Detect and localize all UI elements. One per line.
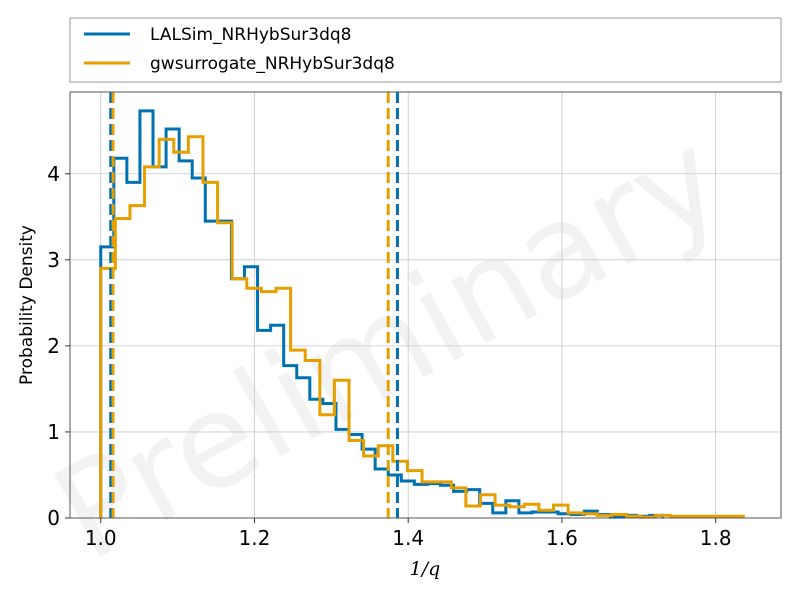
- y-tick-label: 2: [47, 334, 60, 358]
- x-tick-label: 1.2: [239, 526, 271, 550]
- x-axis-ticks: 1.0 1.2 1.4 1.6 1.8: [85, 518, 732, 550]
- series-layer: [99, 109, 745, 519]
- histogram-series-1: [99, 109, 665, 519]
- legend-label: gwsurrogate_NRHybSur3dq8: [150, 54, 395, 74]
- legend-box: [69, 17, 782, 83]
- x-tick-label: 1.0: [85, 526, 117, 550]
- x-axis-label: 1/q: [410, 558, 441, 580]
- y-axis-ticks: 0 1 2 3 4: [47, 162, 70, 530]
- y-axis-label: Probability Density: [17, 225, 37, 385]
- y-tick-label: 4: [47, 162, 60, 186]
- plot-frame: [69, 91, 782, 519]
- x-tick-label: 1.4: [392, 526, 424, 550]
- y-tick-label: 0: [47, 506, 60, 530]
- median-lines: [109, 92, 399, 518]
- y-tick-label: 3: [47, 248, 60, 272]
- x-tick-label: 1.8: [700, 526, 732, 550]
- legend-label: LALSim_NRHybSur3dq8: [150, 25, 351, 45]
- histogram-series-2: [99, 135, 745, 519]
- y-tick-label: 1: [47, 420, 60, 444]
- legend: LALSim_NRHybSur3dq8 gwsurrogate_NRHybSur3…: [69, 17, 782, 83]
- x-tick-label: 1.6: [546, 526, 578, 550]
